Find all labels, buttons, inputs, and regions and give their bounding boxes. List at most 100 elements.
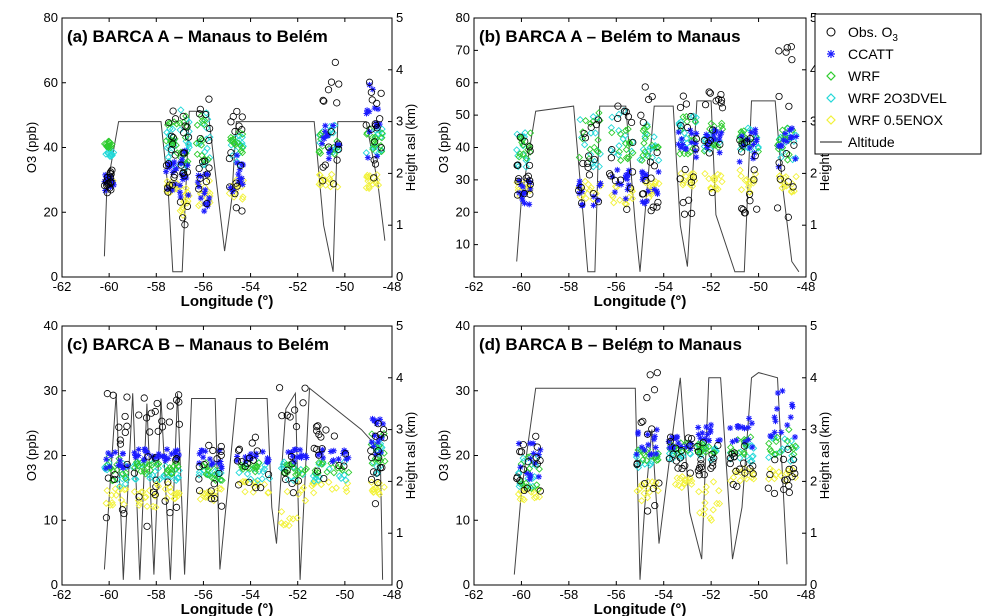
ccatt-point [173,455,180,462]
y2-tick-label: 2 [396,473,403,488]
obs-point [106,173,115,181]
y-tick-label: 60 [44,75,58,90]
ccatt-point [708,421,715,428]
x-tick-label: -62 [53,587,72,602]
ccatt-point [515,440,522,447]
obs-point [195,463,203,471]
ccatt-point [535,473,542,480]
ccatt-point [171,167,178,174]
ccatt-point [303,454,310,461]
obs-point [165,119,173,127]
ccatt-point [202,186,209,193]
obs-point [791,469,799,478]
wrf-point [368,459,376,467]
wrf2o3-point [235,468,243,477]
y2-tick-label: 1 [396,525,403,540]
ccatt-point [135,452,142,459]
obs-point [718,104,727,112]
ccatt-point [236,166,243,173]
obs-point [666,438,674,446]
ccatt-point [793,133,800,140]
wrf-point [790,450,798,458]
wrf-point [702,445,710,453]
altitude-line [103,387,384,580]
obs-point [648,92,656,101]
wrf2o3-point [325,465,333,473]
wrf05-point [651,180,659,188]
obs-point [639,417,647,425]
obs-point [107,186,115,194]
wrf2o3-point [615,110,623,118]
ccatt-point [247,455,254,462]
wrf2o3-point [375,148,383,157]
obs-point [235,445,244,453]
obs-point [237,161,245,170]
wrf2o3-point [576,116,584,124]
ccatt-point [735,423,742,430]
ccatt-point [207,456,214,463]
obs-point [205,136,213,145]
obs-point [154,427,162,435]
wrf2o3-point [247,475,255,483]
obs-point [288,479,296,488]
ccatt-point [371,105,378,112]
obs-point [153,399,161,408]
obs-point [324,86,333,94]
wrf2o3-point [155,476,164,484]
obs-point [726,459,734,468]
ccatt-point [374,153,381,160]
ccatt-point [330,447,337,454]
wrf05-point [638,482,646,490]
ccatt-point [786,127,793,134]
wrf-point [625,138,634,147]
wrf-point [767,447,775,455]
obs-point [123,460,131,469]
ccatt-point [647,451,654,458]
wrf-point [515,153,523,161]
wrf05-point [107,491,116,499]
obs-point [111,471,119,479]
wrf05-point [117,496,126,504]
obs-point [513,191,522,199]
obs-point [252,484,260,492]
obs-point [123,422,131,430]
ccatt-point [778,142,785,149]
x-tick-label: -60 [100,279,119,294]
ccatt-point [108,452,115,459]
wrf05-point [628,187,636,195]
x-tick-label: -56 [607,279,626,294]
wrf-point [783,437,792,445]
ccatt-point [596,182,603,189]
obs-point [519,441,527,449]
wrf-point [575,153,584,162]
wrf05-point [717,172,725,180]
wrf2o3-point [184,141,193,149]
wrf05-point [241,478,249,486]
obs-point [517,448,526,456]
ccatt-point [741,425,748,432]
wrf05-point [362,184,371,192]
ccatt-point [774,389,781,396]
obs-point [283,466,291,474]
wrf05-point [677,169,685,178]
obs-point [321,161,329,169]
wrf2o3-point [146,474,154,482]
obs-point [123,393,131,401]
wrf-point [581,117,590,125]
obs-point [789,465,798,473]
wrf05-point [151,492,160,500]
ccatt-point [297,446,304,453]
wrf05-point [373,176,381,184]
ccatt-point [614,166,621,173]
ccatt-point [364,107,371,114]
wrf2o3-point [201,148,209,156]
y2-tick-label: 0 [810,577,817,592]
wrf-point [381,457,389,465]
obs-point [714,441,722,450]
wrf05-point [375,490,383,498]
wrf05-point [145,486,154,495]
ccatt-point [263,458,270,465]
obs-point [218,502,226,510]
panel-2: -62 -60 -58 -56 -54 -52 -50 -481020304050607080… [436,10,832,310]
obs-point [370,174,378,182]
